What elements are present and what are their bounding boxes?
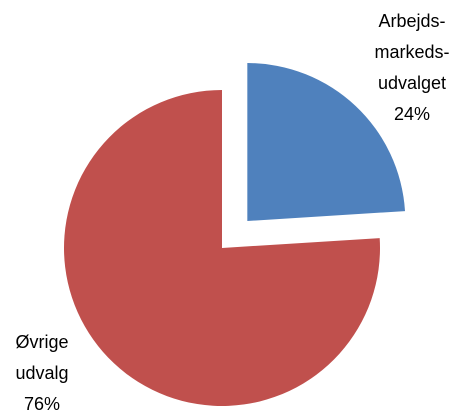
slice-label: Arbejds-: [378, 11, 445, 31]
slice-label: udvalget: [378, 73, 446, 93]
slice-label: markeds-: [374, 42, 449, 62]
slice-label: udvalg: [15, 363, 68, 383]
pie-slice: [247, 63, 406, 222]
value-label: 24%: [394, 104, 430, 124]
value-label: 76%: [24, 394, 60, 414]
pie-slice: [64, 89, 380, 406]
slice-label: Øvrige: [15, 332, 68, 352]
